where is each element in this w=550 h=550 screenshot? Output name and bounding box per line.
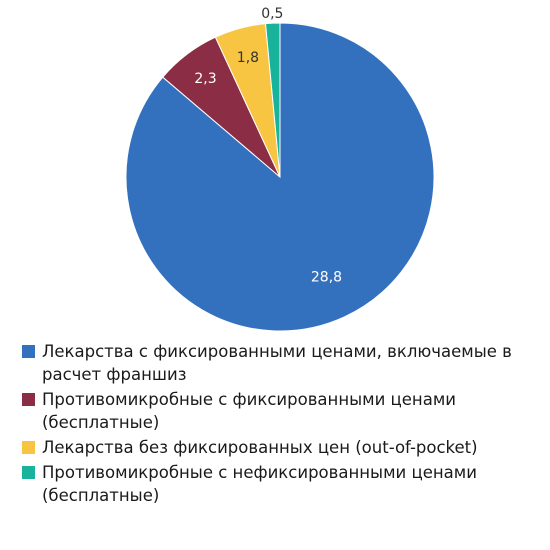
legend-label: Противомикробные с фиксированными ценами… — [42, 390, 457, 432]
pie-value-label-antimicrobials-non-fixed: 0,5 — [261, 6, 283, 22]
legend: Лекарства с фиксированными ценами, включ… — [22, 340, 542, 509]
legend-swatch — [22, 441, 35, 454]
legend-item-fixed-price-drugs: Лекарства с фиксированными ценами, включ… — [22, 340, 542, 386]
legend-swatch — [22, 393, 35, 406]
pie-chart-svg: 28,8 2,3 1,8 0,5 — [125, 6, 435, 332]
pie-slices — [125, 22, 435, 332]
pie-value-label-non-fixed-drugs: 1,8 — [237, 50, 259, 66]
legend-item-non-fixed-drugs: Лекарства без фиксированных цен (out-of-… — [22, 436, 542, 459]
legend-swatch — [22, 345, 35, 358]
legend-label: Противомикробные с нефиксированными цена… — [42, 463, 477, 505]
legend-label: Лекарства с фиксированными ценами, включ… — [42, 342, 512, 384]
pie-slice-antimicrobials-non-fixed — [264, 22, 281, 178]
pie-value-label-fixed-price-drugs: 28,8 — [311, 270, 342, 286]
pie-chart: 28,8 2,3 1,8 0,5 — [125, 6, 435, 332]
legend-swatch — [22, 466, 35, 479]
legend-label: Лекарства без фиксированных цен (out-of-… — [42, 438, 478, 457]
legend-item-antimicrobials-fixed: Противомикробные с фиксированными ценами… — [22, 388, 542, 434]
pie-value-labels: 28,8 2,3 1,8 0,5 — [194, 6, 342, 285]
pie-value-label-antimicrobials-fixed: 2,3 — [194, 71, 216, 87]
legend-item-antimicrobials-non-fixed: Противомикробные с нефиксированными цена… — [22, 461, 542, 507]
